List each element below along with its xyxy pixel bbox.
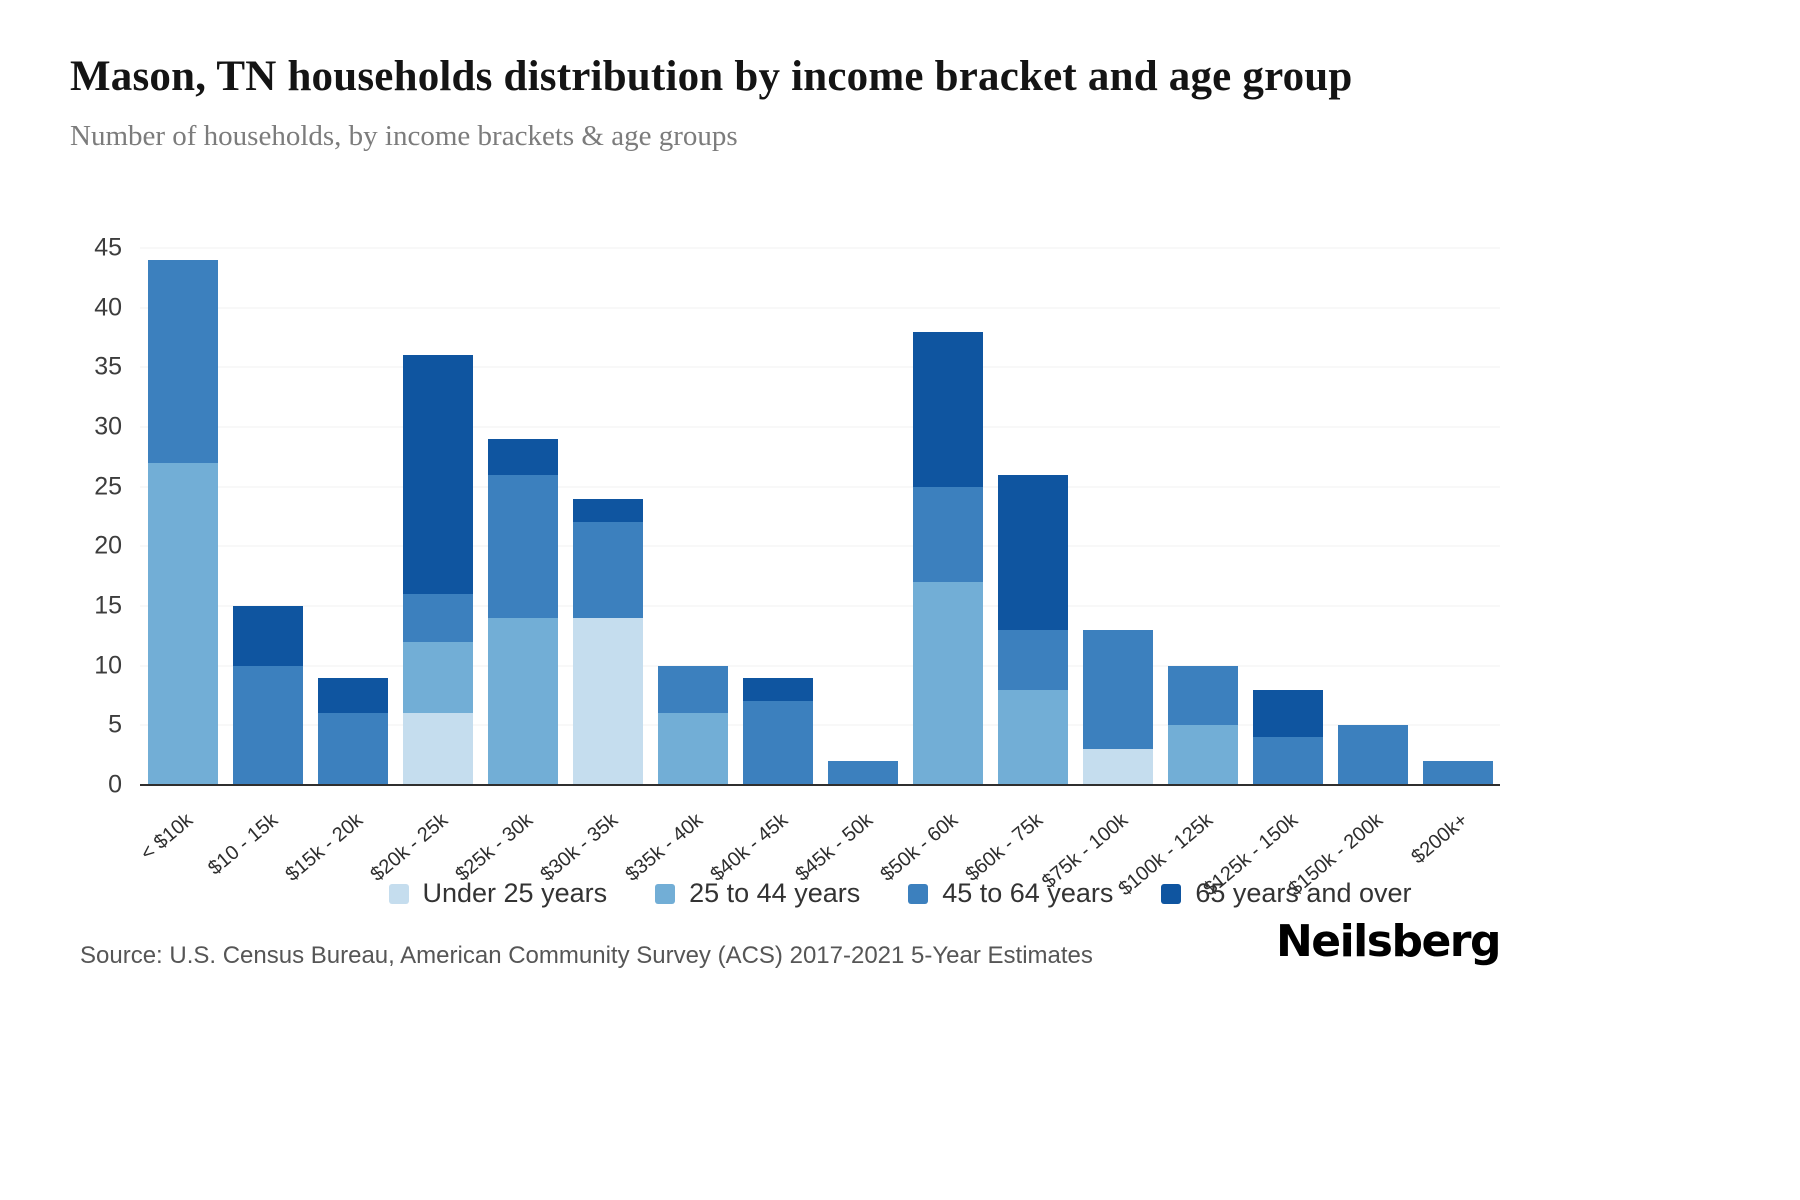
legend-item: 45 to 64 years [908,878,1113,909]
gridline [140,545,1500,547]
bar-segment [1167,665,1238,726]
bar-segment [997,474,1068,630]
y-tick-label: 10 [94,651,122,680]
y-tick-label: 45 [94,233,122,262]
source-note: Source: U.S. Census Bureau, American Com… [80,942,1093,969]
bar-segment [1252,689,1323,738]
bar-segment [1252,737,1323,785]
y-tick-label: 20 [94,531,122,560]
bar-segment [487,474,558,618]
gridline [140,665,1500,667]
legend-item: Under 25 years [388,878,608,909]
y-tick-label: 30 [94,412,122,441]
gridline [140,366,1500,368]
bar-segment [1082,749,1153,785]
gridline [140,247,1500,249]
legend-swatch [655,883,676,904]
bar-segment [1082,629,1153,750]
legend-swatch [1161,883,1182,904]
y-tick-label: 25 [94,472,122,501]
legend-item: 25 to 44 years [655,878,860,909]
gridline [140,724,1500,726]
legend-item: 65 years and over [1161,878,1412,909]
gridline [140,426,1500,428]
y-axis: 0 5 10 15 20 25 30 35 40 45 [40,234,130,799]
bar-segment [1167,725,1238,785]
chart-subtitle: Number of households, by income brackets… [70,120,738,152]
bar-segment [997,689,1068,785]
legend-label: 65 years and over [1195,878,1412,908]
bar-segment [487,617,558,785]
bar-segment [402,594,473,642]
bar-segment [657,713,728,785]
bar-segment [912,486,983,583]
bar-segment [827,761,898,785]
legend-label: 45 to 64 years [942,878,1114,908]
bar-segment [147,462,218,785]
x-tick-label: < $10k [136,809,197,865]
bar-segment [402,641,473,714]
bar-segment [232,665,303,785]
gridline [140,605,1500,607]
gridline [140,486,1500,488]
bar-segment [147,259,218,463]
bar-segment [997,629,1068,690]
gridline [140,307,1500,309]
brand-logo: Neilsberg [1275,916,1502,967]
x-axis: < $10k $10 - 15k $15k - 20k $20k - 25k $25k … [136,795,1500,930]
bar-segment [402,355,473,595]
y-tick-label: 35 [94,352,122,381]
bar-segment [232,606,303,666]
legend-swatch [908,883,929,904]
bar-segment [402,713,473,785]
bar-segment [317,713,388,785]
legend-label: 25 to 44 years [689,878,861,908]
bar-segment [742,701,813,785]
bar-segment [912,331,983,487]
bar-segment [742,677,813,702]
bar-segment [657,665,728,714]
bar-segment [912,582,983,785]
plot-area [140,247,1500,786]
bar-segment [572,498,643,523]
chart-title: Mason, TN households distribution by inc… [70,53,1353,100]
bar-segment [572,522,643,618]
legend-swatch [388,883,409,904]
bar-segment [1422,761,1493,785]
bar-segment [1337,725,1408,785]
bar-segment [487,438,558,475]
y-tick-label: 0 [108,770,122,799]
legend: Under 25 years 25 to 44 years 45 to 64 yea… [0,878,1800,909]
bar-segment [572,617,643,785]
bar-segment [317,677,388,714]
x-axis-line [140,784,1500,786]
y-tick-label: 5 [108,710,122,739]
legend-label: Under 25 years [422,878,608,908]
y-tick-label: 15 [94,591,122,620]
y-tick-label: 40 [94,293,122,322]
